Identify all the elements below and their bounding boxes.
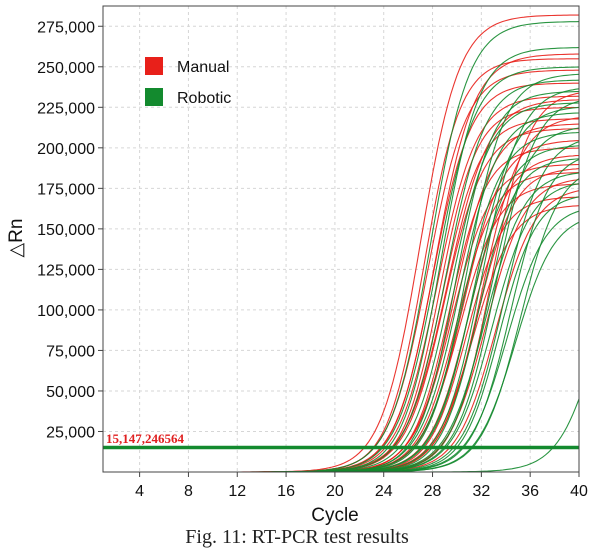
- y-tick-label: 100,000: [37, 303, 95, 320]
- x-axis-ticks: 4 8 12 16 20 24 28 32 36 40: [135, 472, 588, 500]
- y-tick-label: 150,000: [37, 222, 95, 239]
- x-tick-label: 36: [521, 483, 539, 500]
- legend-label-manual: Manual: [177, 59, 229, 76]
- rt-pcr-amplification-chart: 15,147,246564 4 8 12 16 20 24 28 32 36 40 25,000 5…: [6, 5, 588, 526]
- y-tick-label: 25,000: [46, 424, 95, 441]
- y-axis-ticks: 25,000 50,000 75,000 100,000 125,000 150,000 1…: [37, 19, 103, 441]
- legend-swatch-robotic: [145, 88, 163, 106]
- x-tick-label: 16: [277, 483, 295, 500]
- y-tick-label: 200,000: [37, 141, 95, 158]
- y-tick-label: 75,000: [46, 343, 95, 360]
- legend-label-robotic: Robotic: [177, 90, 231, 107]
- y-tick-label: 275,000: [37, 19, 95, 36]
- y-tick-label: 50,000: [46, 384, 95, 401]
- x-tick-label: 12: [228, 483, 246, 500]
- x-tick-label: 20: [326, 483, 344, 500]
- x-axis-title: Cycle: [311, 505, 359, 526]
- legend: Manual Robotic: [145, 57, 231, 107]
- plot-area: [103, 6, 579, 472]
- y-tick-label: 225,000: [37, 100, 95, 117]
- plot-border: [102, 5, 580, 473]
- figure-caption: Fig. 11: RT-PCR test results: [185, 526, 409, 548]
- x-tick-label: 32: [472, 483, 490, 500]
- y-tick-label: 125,000: [37, 262, 95, 279]
- y-tick-label: 175,000: [37, 181, 95, 198]
- threshold-label: 15,147,246564: [106, 431, 185, 446]
- legend-swatch-manual: [145, 57, 163, 75]
- x-tick-label: 28: [424, 483, 442, 500]
- x-tick-label: 24: [375, 483, 393, 500]
- x-tick-label: 8: [184, 483, 193, 500]
- x-tick-label: 4: [135, 483, 144, 500]
- y-axis-title: △Rn: [6, 219, 27, 258]
- x-tick-label: 40: [570, 483, 588, 500]
- y-tick-label: 250,000: [37, 60, 95, 77]
